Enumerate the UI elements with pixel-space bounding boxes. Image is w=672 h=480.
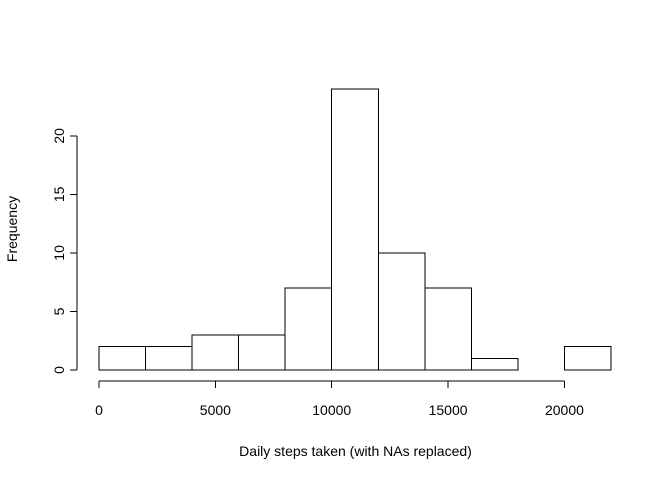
y-tick-label-4: 20 [51,128,67,144]
x-axis-label: Daily steps taken (with NAs replaced) [239,443,472,459]
histogram-bar-6 [377,252,426,371]
histogram-bar-1 [145,346,193,371]
histogram-bar-2 [191,334,240,371]
y-tick-label-1: 5 [51,307,67,315]
x-tick-label-4: 20000 [545,402,584,418]
x-tick-label-1: 5000 [200,402,231,418]
y-tick-label-2: 10 [51,245,67,261]
y-tick-label-3: 15 [51,186,67,202]
y-axis: 0 5 10 15 20 [51,128,78,374]
x-axis: 0 5000 10000 15000 20000 [95,380,584,418]
y-tick-label-0: 0 [51,366,67,374]
histogram-bar-5 [331,88,379,371]
histogram-bars [98,88,612,371]
histogram-bar-0 [98,346,147,371]
histogram-bar-7 [424,287,472,371]
x-tick-label-0: 0 [95,402,103,418]
histogram-bar-4 [284,287,333,371]
histogram-bar-10 [563,346,612,371]
histogram-bar-8 [470,357,519,371]
y-axis-label: Frequency [4,196,20,262]
histogram-bar-3 [238,334,286,371]
x-tick-label-3: 15000 [429,402,468,418]
x-tick-label-2: 10000 [312,402,351,418]
